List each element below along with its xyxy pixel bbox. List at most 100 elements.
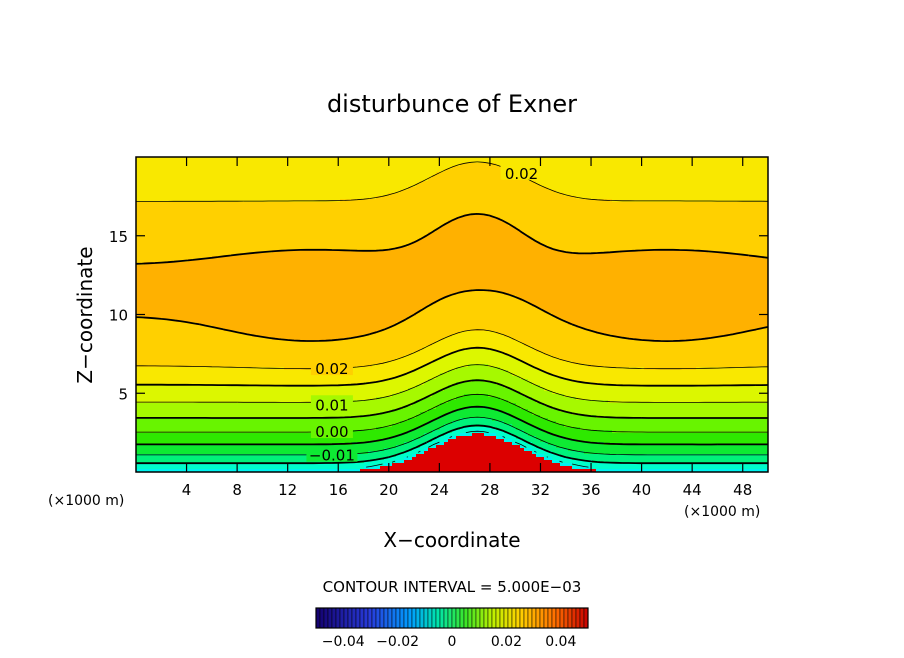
contour-cell — [520, 184, 525, 188]
contour-cell — [216, 169, 221, 173]
contour-cell — [160, 181, 165, 185]
contour-cell — [672, 181, 677, 185]
contour-cell — [144, 163, 149, 167]
contour-cell — [196, 178, 201, 182]
contour-cell — [216, 172, 221, 176]
contour-cell — [704, 184, 709, 188]
contour-cell — [272, 160, 277, 164]
contour-cell — [484, 163, 489, 167]
contour-cell — [412, 175, 417, 179]
contour-cell — [740, 184, 745, 188]
contour-cell — [732, 181, 737, 185]
contour-cell — [684, 169, 689, 173]
contour-cell — [164, 160, 169, 164]
contour-cell — [292, 160, 297, 164]
contour-cell — [368, 166, 373, 170]
contour-cell — [664, 175, 669, 179]
contour-cell — [328, 178, 333, 182]
contour-cell — [164, 172, 169, 176]
contour-cell — [356, 187, 361, 191]
contour-cell — [300, 187, 305, 191]
contour-cell — [184, 169, 189, 173]
contour-cell — [504, 157, 509, 161]
contour-cell — [560, 169, 565, 173]
contour-cell — [240, 184, 245, 188]
contour-cell — [256, 157, 261, 161]
contour-cell — [680, 184, 685, 188]
contour-cell — [444, 181, 449, 185]
contour-cell — [324, 175, 329, 179]
contour-cell — [656, 166, 661, 170]
contour-cell — [628, 178, 633, 182]
contour-cell — [656, 181, 661, 185]
contour-cell — [344, 172, 349, 176]
contour-cell — [684, 166, 689, 170]
contour-cell — [452, 184, 457, 188]
contour-cell — [624, 172, 629, 176]
contour-cell — [612, 172, 617, 176]
contour-cell — [428, 166, 433, 170]
contour-cell — [296, 181, 301, 185]
contour-cell — [388, 187, 393, 191]
contour-cell — [436, 169, 441, 173]
contour-cell — [196, 172, 201, 176]
contour-cell — [396, 163, 401, 167]
contour-cell — [656, 169, 661, 173]
contour-cell — [304, 163, 309, 167]
contour-cell — [632, 157, 637, 161]
contour-cell — [716, 160, 721, 164]
contour-cell — [500, 160, 505, 164]
contour-cell — [492, 172, 497, 176]
contour-cell — [492, 178, 497, 182]
contour-cell — [632, 172, 637, 176]
contour-cell — [352, 172, 357, 176]
contour-cell — [572, 181, 577, 185]
contour-cell — [264, 181, 269, 185]
contour-cell — [456, 169, 461, 173]
contour-cell — [200, 169, 205, 173]
contour-cell — [456, 157, 461, 161]
contour-cell — [700, 163, 705, 167]
contour-cell — [732, 160, 737, 164]
contour-cell — [404, 178, 409, 182]
contour-cell — [664, 169, 669, 173]
contour-cell — [684, 184, 689, 188]
contour-cell — [588, 157, 593, 161]
contour-cell — [416, 175, 421, 179]
contour-cell — [684, 178, 689, 182]
contour-cell — [704, 178, 709, 182]
contour-cell — [448, 163, 453, 167]
contour-cell — [316, 160, 321, 164]
contour-cell — [432, 175, 437, 179]
contour-cell — [532, 184, 537, 188]
contour-cell — [432, 160, 437, 164]
contour-cell — [208, 169, 213, 173]
contour-cell — [732, 166, 737, 170]
contour-cell — [312, 166, 317, 170]
contour-cell — [764, 172, 768, 176]
contour-cell — [216, 184, 221, 188]
contour-cell — [216, 181, 221, 185]
contour-cell — [312, 172, 317, 176]
contour-cell — [412, 166, 417, 170]
contour-cell — [696, 163, 701, 167]
contour-cell — [664, 172, 669, 176]
contour-cell — [552, 166, 557, 170]
contour-cell — [352, 178, 357, 182]
contour-cell — [216, 178, 221, 182]
contour-cell — [556, 163, 561, 167]
contour-cell — [388, 178, 393, 182]
contour-cell — [192, 175, 197, 179]
contour-cell — [244, 184, 249, 188]
contour-cell — [476, 163, 481, 167]
contour-cell — [584, 166, 589, 170]
contour-cell — [300, 172, 305, 176]
contour-cell — [444, 178, 449, 182]
contour-cell — [224, 172, 229, 176]
contour-cell — [468, 172, 473, 176]
contour-cell — [436, 166, 441, 170]
contour-cell — [364, 157, 369, 161]
contour-cell — [700, 181, 705, 185]
contour-cell — [328, 157, 333, 161]
